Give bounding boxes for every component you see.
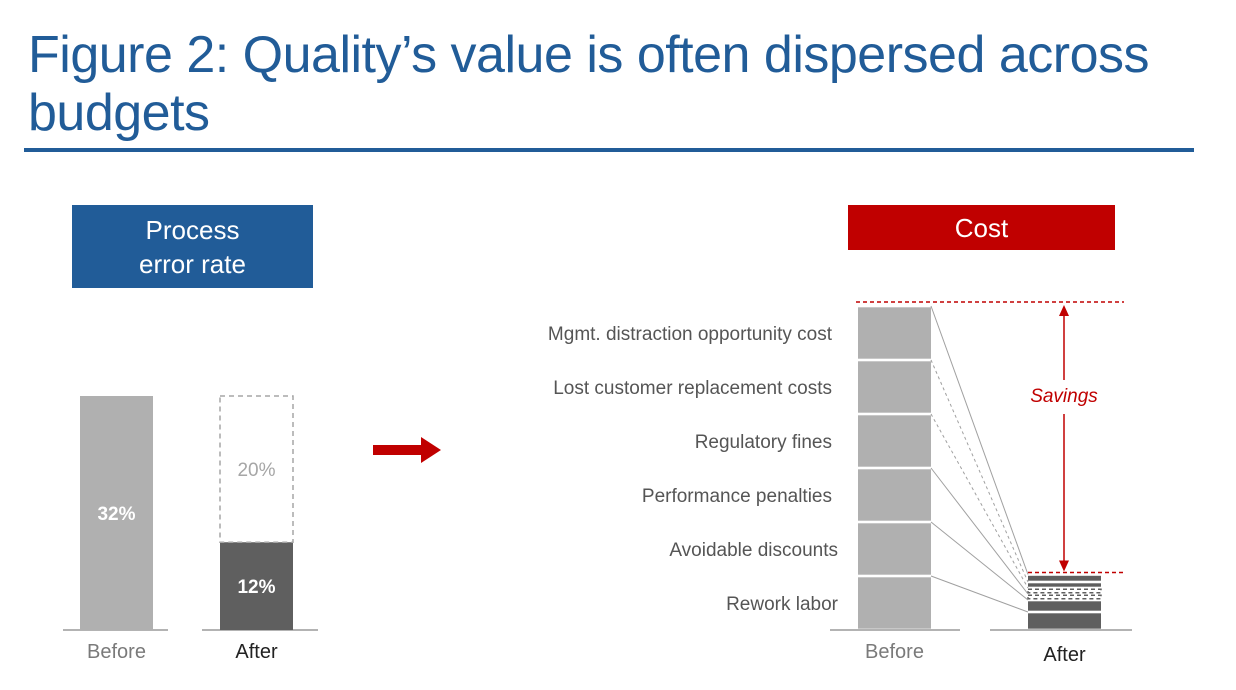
bar-after-series-0 <box>220 542 293 630</box>
cost-bar-before-rework-labor <box>858 577 931 629</box>
segment-label-performance-penalties: Performance penalties <box>642 486 832 507</box>
cost-header: Cost <box>848 205 1115 250</box>
connector-line-2 <box>930 467 1029 595</box>
connector-line-4 <box>930 359 1029 583</box>
bar-after-series-1 <box>219 395 294 543</box>
process-error-rate-header: Process error rate <box>72 205 313 288</box>
cost-bar-before-avoidable-discounts <box>858 523 931 575</box>
bar-before-series-0 <box>80 396 153 630</box>
connector-line-5 <box>930 305 1029 575</box>
cost-bar-after-lost-customer-replacement-costs <box>1028 583 1101 587</box>
page-title: Figure 2: Quality’s value is often dispe… <box>28 26 1150 142</box>
segment-label-lost-customer-replacement-costs: Lost customer replacement costs <box>553 378 832 399</box>
cost-bar-after-rework-labor <box>1028 613 1101 629</box>
cost-bar-after-regulatory-fines <box>1027 588 1102 594</box>
data-label-before-series-0: 32% <box>97 504 135 525</box>
data-label-after-series-1: 20% <box>237 460 275 481</box>
segment-label-rework-labor: Rework labor <box>726 594 839 615</box>
x-tick-label-after: After <box>235 641 278 663</box>
savings-label: Savings <box>1030 386 1098 407</box>
x-tick-label-before: Before <box>87 641 146 663</box>
segment-label-regulatory-fines: Regulatory fines <box>695 432 832 453</box>
connector-line-1 <box>930 521 1029 601</box>
cost-bar-before-lost-customer-replacement-costs <box>858 361 931 413</box>
segment-label-avoidable-discounts: Avoidable discounts <box>669 540 838 561</box>
title-rule <box>24 148 1194 152</box>
data-label-after-series-0: 12% <box>237 577 275 598</box>
cost-bar-after-avoidable-discounts <box>1028 601 1101 611</box>
cost-x-tick-label-before: Before <box>865 641 924 663</box>
cost-bar-before-mgmt-distraction-opportunity-cost <box>858 307 931 359</box>
cost-bar-before-regulatory-fines <box>858 415 931 467</box>
cost-header-text: Cost <box>954 212 1009 243</box>
connector-line-0 <box>930 575 1029 613</box>
process-error-rate-header-text: Process error rate <box>139 214 246 279</box>
right-arrow-icon <box>373 437 441 463</box>
savings-arrowhead-down <box>1059 560 1069 572</box>
cost-bar-after-performance-penalties <box>1027 594 1102 600</box>
savings-arrowhead-up <box>1059 305 1069 316</box>
segment-label-mgmt-distraction-opportunity-cost: Mgmt. distraction opportunity cost <box>548 324 833 345</box>
cost-bar-before-performance-penalties <box>858 469 931 521</box>
cost-bar-after-mgmt-distraction-opportunity-cost <box>1028 575 1101 581</box>
cost-x-tick-label-after: After <box>1043 644 1086 666</box>
